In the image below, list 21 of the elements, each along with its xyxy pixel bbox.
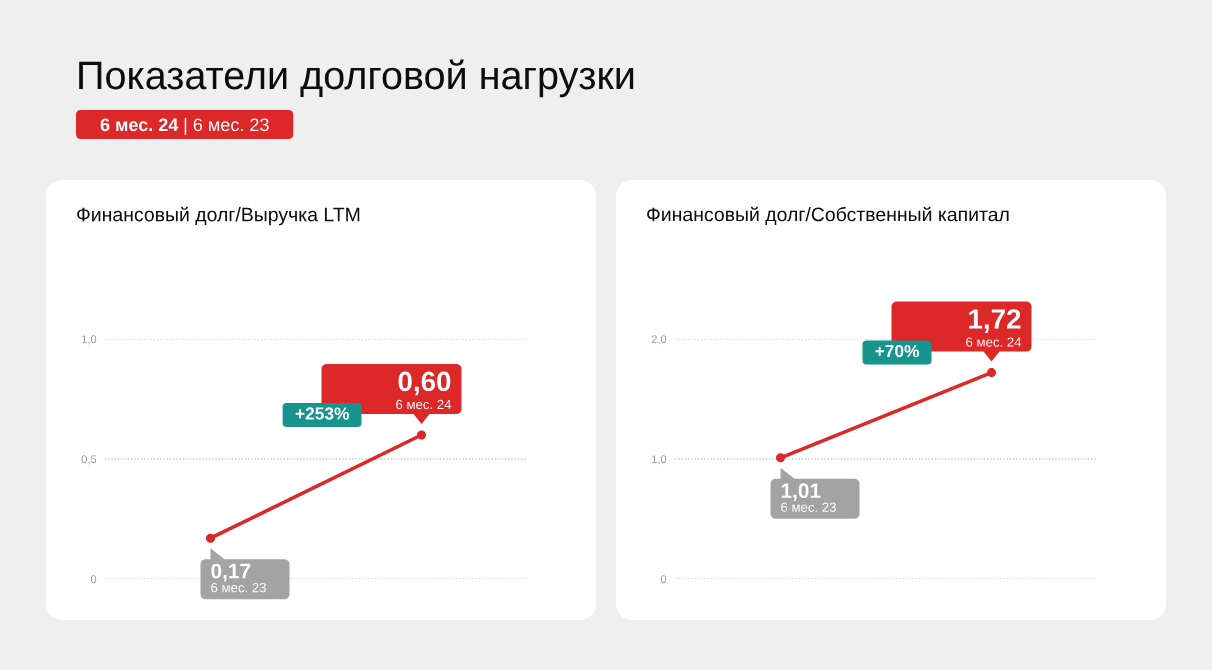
y-tick-label: 0 — [660, 575, 667, 584]
data-label: 0,60 — [398, 371, 451, 396]
data-label: 1,01 — [781, 483, 821, 502]
data-label: 1,72 — [969, 309, 1021, 333]
y-tick-label: 0,5 — [81, 455, 97, 465]
text: 6 мес. 24 — [100, 118, 179, 132]
y-tick-label: 1,0 — [82, 335, 97, 345]
annotation: +253% — [295, 407, 350, 420]
chart-title: Финансовый долг/Выручка LTM — [77, 206, 360, 226]
y-tick-label: 0 — [90, 575, 97, 584]
chart-title: Финансовый долг/Собственный капитал — [647, 206, 1009, 225]
annotation: +70% — [875, 344, 920, 358]
annotation: 6 мес. 23 — [781, 502, 836, 512]
annotation: 6 мес. 24 — [966, 337, 1022, 347]
text: Показатели долговой нагрузки — [79, 59, 634, 98]
y-tick-label: 1,0 — [652, 455, 667, 465]
y-tick-label: 2,0 — [651, 335, 667, 345]
text: | 6 мес. 23 — [184, 117, 269, 135]
data-label: 0,17 — [211, 563, 251, 582]
text: 6 мес. 23 — [211, 582, 266, 593]
annotation: 6 мес. 24 — [396, 399, 452, 410]
